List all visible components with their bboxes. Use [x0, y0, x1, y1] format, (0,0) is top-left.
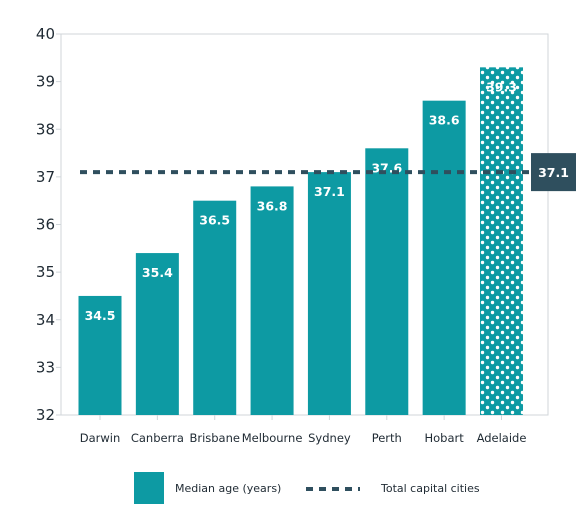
x-tick-label: Canberra — [131, 431, 184, 445]
data-label: 36.5 — [199, 213, 230, 228]
y-tick-label: 35 — [36, 263, 55, 281]
bar — [250, 186, 294, 415]
bar — [365, 148, 409, 416]
legend: Median age (years) Total capital cities — [134, 472, 480, 504]
x-tick-label: Adelaide — [477, 431, 527, 445]
data-label: 37.1 — [314, 184, 345, 199]
bars: 34.535.436.536.837.137.638.639.3 — [78, 67, 523, 416]
reference-label-box — [531, 153, 576, 192]
x-tick-label: Hobart — [425, 431, 465, 445]
x-tick-label: Darwin — [80, 431, 121, 445]
legend-bar-swatch — [134, 472, 164, 504]
data-label: 39.3 — [486, 79, 517, 94]
y-tick-label: 39 — [36, 73, 55, 91]
plot-border — [60, 33, 549, 416]
y-tick-label: 34 — [36, 311, 55, 329]
y-tick-label: 36 — [36, 216, 55, 234]
plot-frame — [60, 33, 549, 416]
legend-line-label: Total capital cities — [380, 482, 480, 495]
bar — [307, 172, 351, 415]
legend-bar-label: Median age (years) — [175, 482, 281, 495]
y-tick-label: 32 — [36, 406, 55, 424]
bar — [422, 100, 466, 416]
bar — [193, 200, 237, 415]
x-tick-label: Sydney — [308, 431, 351, 445]
data-label: 34.5 — [85, 308, 116, 323]
data-label: 36.8 — [257, 198, 288, 213]
bar — [480, 67, 523, 416]
reference-line-group: 37.1 — [80, 153, 576, 192]
y-tick-label: 37 — [36, 168, 55, 186]
bar — [135, 253, 179, 415]
y-tick-label: 38 — [36, 120, 55, 138]
x-tick-label: Melbourne — [242, 431, 303, 445]
y-axis: 32 33 34 35 36 37 38 39 40 — [36, 25, 61, 424]
y-tick-label: 33 — [36, 358, 55, 376]
x-axis: Darwin Canberra Brisbane Melbourne Sydney Per… — [80, 415, 527, 445]
y-tick-label: 40 — [36, 25, 55, 43]
x-tick-label: Brisbane — [189, 431, 240, 445]
data-label: 35.4 — [142, 265, 173, 280]
bar — [78, 295, 122, 415]
data-label: 38.6 — [429, 113, 460, 128]
reference-label: 37.1 — [538, 165, 569, 180]
x-tick-label: Perth — [372, 431, 402, 445]
